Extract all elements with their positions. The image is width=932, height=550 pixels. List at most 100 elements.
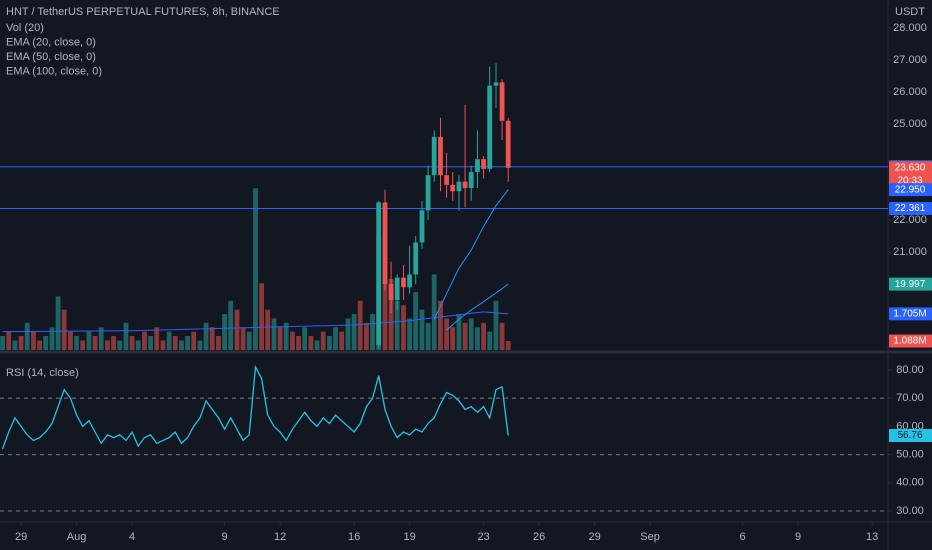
volume-bar xyxy=(487,331,493,350)
volume-bar xyxy=(31,331,36,350)
volume-bar xyxy=(407,318,412,350)
volume-bar xyxy=(351,314,357,350)
volume-bar xyxy=(468,318,474,350)
volume-bar xyxy=(320,331,326,350)
volume-bar xyxy=(431,274,437,350)
volume-bar xyxy=(12,340,18,350)
x-tick-label: 29 xyxy=(15,531,27,543)
y-tick-label: 22.000 xyxy=(893,214,927,226)
x-tick-label: 6 xyxy=(740,531,746,543)
rsi-last-label: 56.76 xyxy=(897,430,922,441)
indicator-label: EMA (50, close, 0) xyxy=(6,51,96,63)
price-label: 23.630 xyxy=(895,163,926,174)
candle-body xyxy=(505,120,511,168)
volume-bar xyxy=(419,309,425,350)
volume-bar xyxy=(345,318,351,350)
volume-bar xyxy=(55,296,61,350)
volume-bar xyxy=(148,336,153,350)
candle-body xyxy=(499,82,505,121)
volume-bar xyxy=(475,327,480,350)
volume-bar xyxy=(105,340,110,350)
volume-bar xyxy=(246,331,252,350)
volume-bar xyxy=(505,340,511,350)
candle-body xyxy=(419,210,425,243)
ema-line xyxy=(446,283,509,331)
x-tick-label: 19 xyxy=(403,531,415,543)
volume-bar xyxy=(265,309,271,350)
volume-bar xyxy=(216,336,221,350)
volume-bar xyxy=(80,340,86,350)
volume-bar xyxy=(191,331,197,350)
price-label: 1.705M xyxy=(893,308,926,319)
volume-bar xyxy=(271,318,277,350)
volume-bar xyxy=(154,327,160,350)
candle-body xyxy=(401,277,406,288)
candle-body xyxy=(438,136,443,176)
volume-bar xyxy=(333,327,338,350)
y-tick-label: 25.000 xyxy=(893,118,927,130)
volume-bar xyxy=(370,314,375,350)
candle-body xyxy=(407,274,412,288)
candle-body xyxy=(462,181,468,189)
x-tick-label: 9 xyxy=(795,531,801,543)
volume-bar xyxy=(185,336,190,350)
candle-body xyxy=(382,202,388,285)
volume-bar xyxy=(179,340,184,350)
ema-line xyxy=(433,189,509,320)
indicator-label: Vol (20) xyxy=(6,22,44,34)
plot xyxy=(0,63,888,512)
volume-bar xyxy=(129,336,135,350)
volume-bar xyxy=(314,340,320,350)
y-tick-label: 26.000 xyxy=(893,86,927,98)
volume-bar xyxy=(0,336,5,350)
volume-bar xyxy=(339,331,345,350)
volume-bar xyxy=(290,331,295,350)
candle-body xyxy=(413,242,419,275)
volume-bar xyxy=(18,336,24,350)
volume-bar xyxy=(456,314,462,350)
volume-bar xyxy=(43,336,49,350)
price-label: 22.361 xyxy=(895,203,926,214)
volume-bar xyxy=(259,283,264,350)
candle-body xyxy=(493,82,499,86)
price-label-box xyxy=(889,161,932,188)
x-tick-label: 9 xyxy=(222,531,228,543)
rsi-title: RSI (14, close) xyxy=(6,367,79,379)
volume-bar xyxy=(388,278,394,350)
candle-body xyxy=(376,202,382,345)
indicator-label: EMA (20, close, 0) xyxy=(6,36,96,48)
price-label-box xyxy=(889,307,932,321)
volume-bar xyxy=(160,340,166,350)
x-tick-label: 26 xyxy=(533,531,545,543)
volume-bar xyxy=(308,336,314,350)
volume-bar xyxy=(481,322,486,350)
volume-bar xyxy=(413,292,419,350)
volume-bar xyxy=(123,322,129,350)
x-tick-label: Sep xyxy=(640,531,660,543)
candle-body xyxy=(388,284,394,301)
volume-bar xyxy=(142,331,147,350)
volume-bar xyxy=(302,327,308,350)
volume-bar xyxy=(382,256,388,350)
y-tick-label: 21.000 xyxy=(893,246,927,258)
candle-body xyxy=(481,159,486,169)
x-tick-label: 23 xyxy=(477,531,489,543)
rsi-tick-label: 50.00 xyxy=(896,448,924,460)
candle-body xyxy=(444,175,449,185)
price-label: 1.088M xyxy=(893,336,926,347)
volume-bar xyxy=(24,322,30,350)
volume-bar xyxy=(135,340,141,350)
volume-bar xyxy=(296,336,301,350)
volume-ma xyxy=(2,311,509,333)
candle-body xyxy=(487,85,493,169)
x-tick-label: 16 xyxy=(348,531,360,543)
volume-bar xyxy=(92,336,98,350)
x-tick-label: Aug xyxy=(67,531,87,543)
x-tick-label: 29 xyxy=(588,531,600,543)
volume-bar xyxy=(37,340,42,350)
candle-body xyxy=(425,175,431,211)
y-tick-label: 27.000 xyxy=(893,54,927,66)
volume-bar xyxy=(277,327,283,350)
